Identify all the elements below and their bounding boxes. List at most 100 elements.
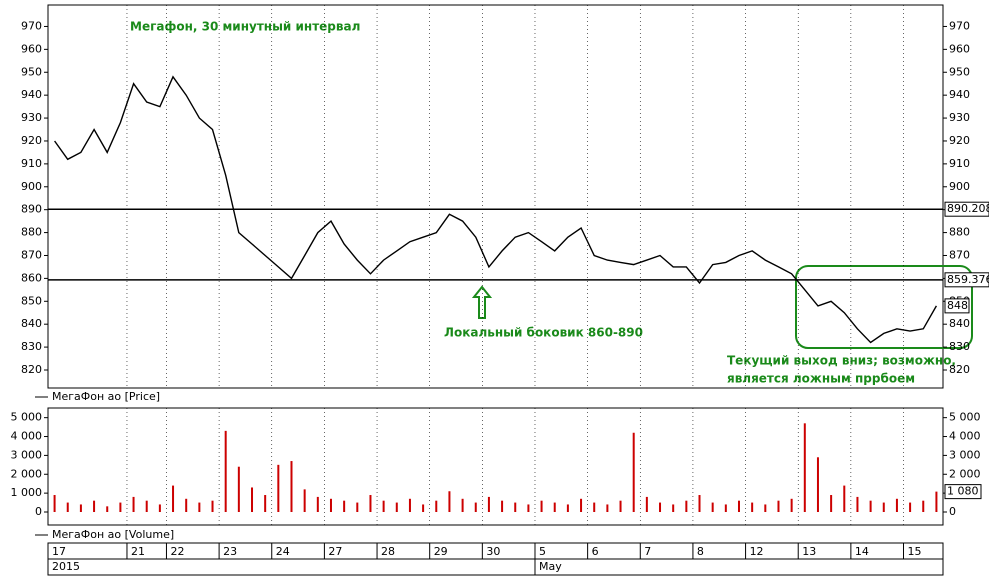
volume-bar: [540, 500, 543, 512]
volume-bar: [593, 502, 596, 512]
y-tick-label: 960: [21, 42, 42, 55]
annotation: Локальный боковик 860-890: [444, 326, 643, 340]
y-tick-label: 1 000: [11, 486, 43, 499]
y-tick-label: 0: [35, 505, 42, 518]
x-tick-label: 29: [434, 545, 448, 558]
volume-bar: [224, 430, 227, 512]
volume-bar: [566, 504, 569, 512]
y-tick-label: 880: [949, 226, 970, 239]
volume-bar: [435, 500, 438, 512]
volume-bar: [803, 423, 806, 512]
y-tick-label: 890: [21, 203, 42, 216]
y-tick-label: 880: [21, 226, 42, 239]
x-tick-label: 5: [539, 545, 546, 558]
y-tick-label: 850: [21, 294, 42, 307]
y-tick-label: 900: [21, 180, 42, 193]
y-tick-label: 4 000: [11, 430, 43, 443]
x-tick-label: 15: [908, 545, 922, 558]
x-tick-label: 7: [644, 545, 651, 558]
x-tick-label: 24: [276, 545, 290, 558]
x-tick-label: 30: [486, 545, 500, 558]
y-tick-label: 2 000: [11, 467, 43, 480]
y-tick-label: 870: [949, 248, 970, 261]
volume-bar: [698, 495, 701, 512]
x-tick-label: 28: [381, 545, 395, 558]
volume-bar: [93, 500, 96, 512]
x-tick-label: 17: [52, 545, 66, 558]
last-volume-box: [944, 484, 982, 500]
volume-bar: [145, 500, 148, 512]
y-tick-label: 940: [949, 88, 970, 101]
volume-bar: [106, 506, 109, 512]
y-tick-label: 820: [949, 363, 970, 376]
y-tick-label: 920: [21, 134, 42, 147]
volume-bar: [158, 504, 161, 512]
volume-bar: [422, 504, 425, 512]
y-tick-label: 830: [21, 340, 42, 353]
volume-bar: [264, 495, 267, 512]
level-label: 859.376: [947, 273, 989, 286]
volume-bar: [66, 502, 69, 512]
volume-bar: [935, 491, 938, 512]
x-tick-label: 8: [697, 545, 704, 558]
x-tick-label: 14: [855, 545, 869, 558]
y-tick-label: 2 000: [949, 467, 981, 480]
y-tick-label: 970: [949, 19, 970, 32]
annotation: Текущий выход вниз; возможно,: [727, 354, 956, 368]
x-tick-label: 12: [750, 545, 764, 558]
volume-bar: [685, 500, 688, 512]
volume-bar: [527, 504, 530, 512]
price-frame: [47, 4, 944, 389]
last-price-label: 848: [947, 299, 968, 312]
y-tick-label: 3 000: [11, 448, 43, 461]
legend: МегаФон ао [Price]: [52, 390, 160, 403]
volume-bar: [737, 500, 740, 512]
volume-bar: [290, 461, 293, 512]
level-label-box: [944, 272, 989, 288]
volume-bar: [356, 502, 359, 512]
volume-bar: [132, 496, 135, 512]
volume-bar: [724, 504, 727, 512]
volume-bar: [369, 495, 372, 512]
volume-bar: [474, 502, 477, 512]
volume-bar: [514, 502, 517, 512]
volume-bar: [909, 502, 912, 512]
month-label: May: [539, 560, 562, 573]
volume-bar: [922, 500, 925, 512]
volume-bar: [580, 498, 583, 512]
y-tick-label: 3 000: [949, 448, 981, 461]
volume-bar: [711, 502, 714, 512]
volume-bar: [53, 495, 56, 512]
annotation: является ложным пррбоем: [727, 372, 915, 386]
volume-bar: [408, 498, 411, 512]
volume-bar: [461, 498, 464, 512]
volume-bar: [869, 500, 872, 512]
volume-bar: [172, 485, 175, 512]
volume-bar: [395, 502, 398, 512]
volume-bar: [882, 502, 885, 512]
volume-bar: [606, 504, 609, 512]
volume-frame: [47, 407, 944, 526]
chart-title: Мегафон, 30 минутный интервал: [130, 20, 360, 34]
volume-bar: [619, 500, 622, 512]
volume-bar: [816, 457, 819, 512]
volume-bar: [764, 504, 767, 512]
volume-bar: [316, 496, 319, 512]
volume-bar: [553, 502, 556, 512]
volume-bar: [645, 496, 648, 512]
y-tick-label: 970: [21, 19, 42, 32]
highlight-box: [795, 265, 973, 349]
y-tick-label: 910: [21, 157, 42, 170]
x-tick-label: 13: [802, 545, 816, 558]
y-tick-label: 5 000: [11, 411, 43, 424]
volume-bar: [277, 464, 280, 512]
volume-bar: [856, 496, 859, 512]
y-tick-label: 950: [21, 65, 42, 78]
volume-bar: [448, 491, 451, 512]
level-label: 890.208: [947, 202, 989, 215]
volume-bar: [185, 498, 188, 512]
x-tick-label: 21: [131, 545, 145, 558]
volume-bar: [790, 498, 793, 512]
volume-bar: [843, 485, 846, 512]
volume-bar: [198, 502, 201, 512]
